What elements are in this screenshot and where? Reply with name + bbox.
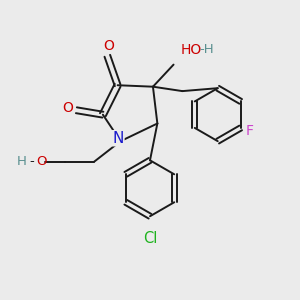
Text: O: O [103,39,114,53]
Text: F: F [246,124,254,138]
Text: N: N [112,131,124,146]
Text: H: H [16,155,26,168]
Text: -: - [29,155,34,168]
Text: HO: HO [181,44,202,58]
Text: -H: -H [200,43,214,56]
Text: Cl: Cl [143,231,157,246]
Text: O: O [37,155,47,168]
Text: O: O [62,101,73,115]
